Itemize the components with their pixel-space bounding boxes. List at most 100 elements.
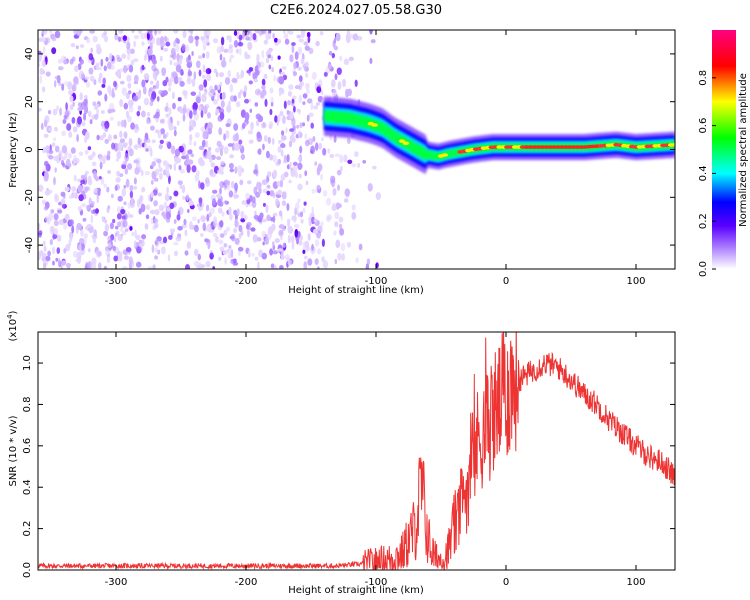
heatmap-cell bbox=[78, 70, 85, 80]
heatmap-cell bbox=[219, 246, 225, 252]
heatmap-cell bbox=[203, 105, 208, 115]
heatmap-cell bbox=[213, 99, 218, 105]
heatmap-cell bbox=[152, 59, 157, 65]
heatmap-cell bbox=[145, 204, 151, 211]
heatmap-cell bbox=[305, 82, 310, 90]
heatmap-cell bbox=[266, 190, 271, 196]
heatmap-cell bbox=[357, 162, 360, 168]
heatmap-cell bbox=[232, 258, 237, 264]
heatmap-cell bbox=[162, 236, 168, 244]
heatmap-cell bbox=[171, 49, 175, 56]
heatmap-cell bbox=[104, 138, 109, 144]
heatmap-cell bbox=[204, 88, 208, 93]
heatmap-cell bbox=[201, 94, 205, 102]
heatmap-cell bbox=[354, 151, 359, 157]
heatmap-cell bbox=[149, 209, 156, 215]
heatmap-cell bbox=[240, 109, 246, 118]
heatmap-cell bbox=[279, 87, 285, 95]
heatmap-cell bbox=[275, 194, 282, 199]
heatmap-cell bbox=[120, 209, 126, 215]
heatmap-cell bbox=[189, 110, 193, 119]
heatmap-cell bbox=[290, 235, 295, 244]
heatmap-cell bbox=[100, 58, 104, 67]
heatmap-cell bbox=[298, 174, 302, 179]
heatmap-cell bbox=[307, 233, 311, 241]
heatmap-cell bbox=[294, 207, 297, 216]
heatmap-cell bbox=[273, 75, 276, 82]
heatmap-cell bbox=[337, 184, 340, 191]
heatmap-cell bbox=[286, 154, 290, 163]
heatmap-cell bbox=[263, 73, 268, 79]
heatmap-cell bbox=[81, 121, 86, 127]
heatmap-cell bbox=[106, 256, 111, 264]
bottom-x-axis: -300 -200 -100 0 100 bbox=[105, 332, 646, 588]
heatmap-cell bbox=[221, 59, 227, 68]
heatmap-cell bbox=[370, 39, 376, 44]
heatmap-cell bbox=[102, 132, 107, 138]
heatmap-cell bbox=[53, 155, 58, 161]
heatmap-cell bbox=[279, 179, 284, 188]
heatmap-cell bbox=[277, 189, 282, 195]
heatmap-cell bbox=[42, 46, 46, 54]
heatmap-cell bbox=[240, 229, 244, 236]
heatmap-cell bbox=[83, 233, 89, 239]
heatmap-cell bbox=[320, 173, 323, 181]
heatmap-cell bbox=[50, 226, 55, 234]
heatmap-cell bbox=[234, 237, 240, 245]
heatmap-cell bbox=[262, 188, 268, 194]
heatmap-cell bbox=[225, 130, 230, 139]
heatmap-cell bbox=[261, 252, 267, 260]
heatmap-cell bbox=[309, 112, 314, 118]
heatmap-cell bbox=[44, 216, 49, 223]
heatmap-cell bbox=[196, 96, 201, 104]
heatmap-cell bbox=[103, 265, 108, 269]
heatmap-cell bbox=[130, 59, 135, 66]
heatmap-cell bbox=[270, 102, 274, 107]
heatmap-cell bbox=[184, 229, 188, 237]
heatmap-cell bbox=[273, 264, 277, 269]
heatmap-cell bbox=[124, 153, 129, 162]
heatmap-cell bbox=[97, 187, 101, 196]
heatmap-cell bbox=[129, 201, 135, 209]
heatmap-cell bbox=[49, 239, 53, 246]
heatmap-cell bbox=[79, 92, 83, 101]
heatmap-cell bbox=[135, 234, 141, 241]
heatmap-cell bbox=[291, 117, 296, 127]
heatmap-cell bbox=[358, 243, 363, 251]
heatmap-cell bbox=[338, 216, 344, 223]
heatmap-cell bbox=[253, 169, 258, 175]
heatmap-cell bbox=[133, 240, 137, 248]
heatmap-cell bbox=[137, 137, 141, 146]
heatmap-cell bbox=[256, 237, 262, 242]
heatmap-cell bbox=[104, 120, 110, 129]
heatmap-cell bbox=[169, 228, 176, 233]
heatmap-cell bbox=[219, 220, 224, 228]
heatmap-cell bbox=[75, 258, 81, 263]
heatmap-cell bbox=[230, 249, 234, 258]
heatmap-cell bbox=[258, 187, 262, 195]
heatmap-cell bbox=[41, 37, 47, 43]
top-y-axis: -40 -20 0 20 40 bbox=[24, 48, 675, 253]
heatmap-cell bbox=[168, 122, 174, 131]
heatmap-cell bbox=[289, 54, 294, 63]
heatmap-cell bbox=[78, 194, 84, 202]
heatmap-cell bbox=[88, 110, 92, 118]
heatmap-cell bbox=[112, 245, 117, 252]
heatmap-cell bbox=[201, 139, 206, 148]
heatmap-cell bbox=[336, 67, 342, 75]
heatmap-cell bbox=[133, 95, 139, 102]
heatmap-cell bbox=[223, 229, 228, 236]
heatmap-cell bbox=[244, 98, 250, 104]
colorbar-tick-label: 0.8 bbox=[698, 70, 709, 86]
heatmap-cell bbox=[226, 248, 230, 253]
heatmap-cell bbox=[80, 175, 86, 179]
heatmap-cell bbox=[53, 137, 57, 142]
heatmap-cell bbox=[156, 108, 160, 113]
heatmap-cell bbox=[111, 193, 114, 199]
heatmap-cell bbox=[98, 153, 103, 162]
heatmap-cell bbox=[293, 105, 296, 113]
heatmap-cell bbox=[134, 167, 140, 175]
heatmap-cell bbox=[316, 86, 322, 93]
heatmap-cell bbox=[68, 195, 74, 200]
